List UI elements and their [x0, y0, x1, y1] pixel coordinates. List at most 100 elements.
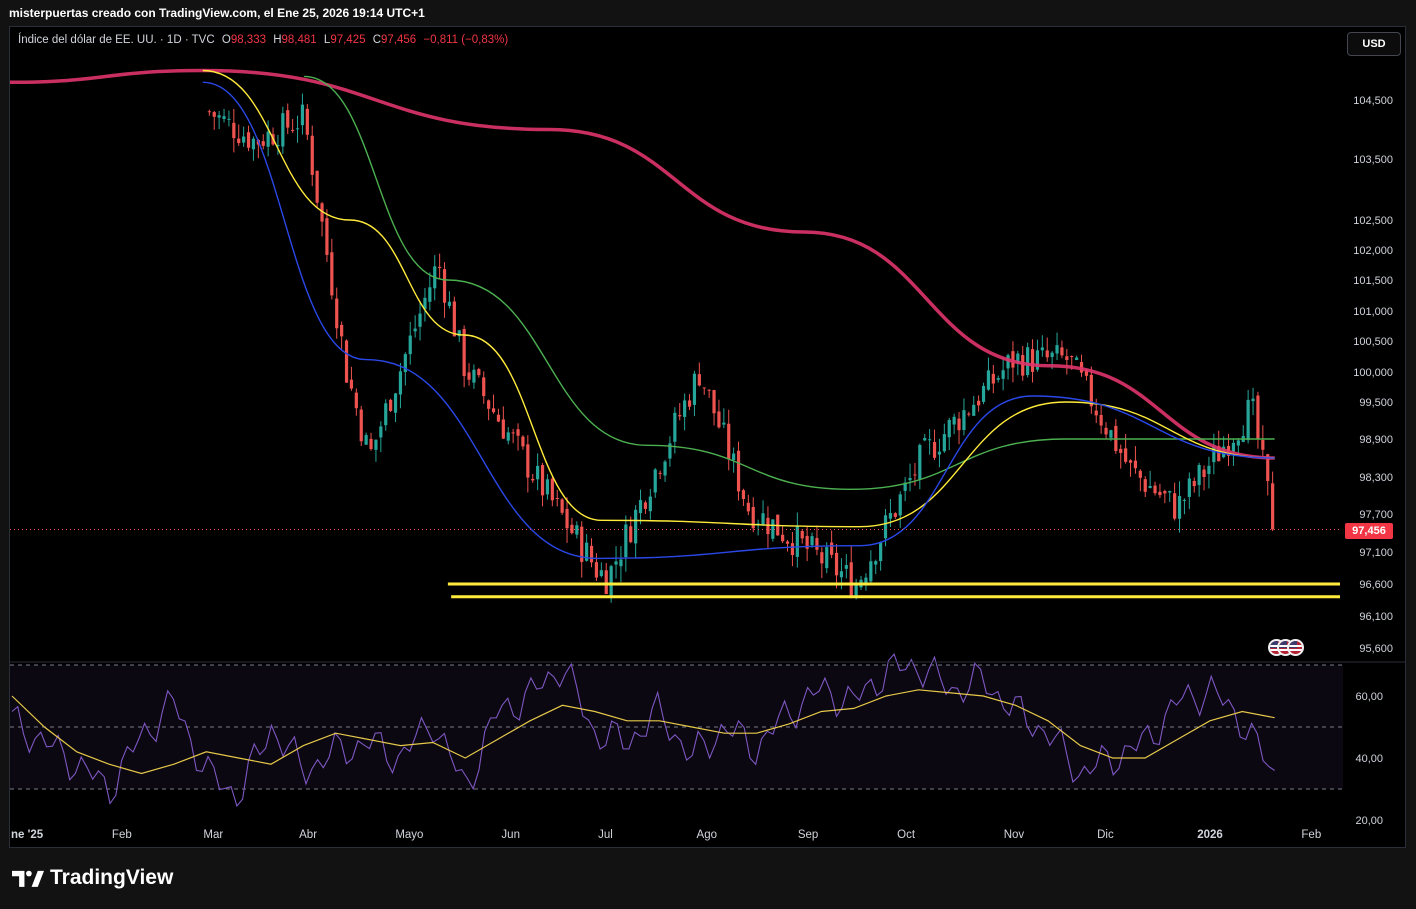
candle-body [246, 132, 251, 148]
candle-body [668, 443, 672, 459]
candle-body [408, 335, 412, 355]
time-tick-label: Mayo [395, 829, 423, 841]
candle-body [898, 494, 902, 516]
candle-body [281, 113, 285, 147]
candle-body [1109, 430, 1113, 438]
candle-body [643, 502, 648, 509]
candle-body [756, 523, 760, 525]
candle-body [1202, 469, 1206, 477]
rsi-tick-label: 40,00 [1355, 753, 1383, 765]
time-tick-label: Sep [798, 829, 818, 841]
tradingview-brand[interactable]: TradingView [12, 866, 173, 890]
low-label: L [323, 34, 331, 46]
candle-body [722, 422, 726, 425]
candle-body [962, 410, 966, 431]
candle-body [952, 416, 956, 425]
candle-body [1084, 370, 1089, 376]
candle-body [374, 439, 378, 450]
candle-body [908, 477, 912, 481]
price-tick-label: 101,500 [1353, 275, 1393, 287]
ema20-line [202, 69, 1275, 528]
candle-body [702, 387, 706, 389]
candle-body [888, 513, 893, 519]
candle-body [403, 354, 407, 373]
candle-body [957, 418, 961, 431]
close-value: 97,456 [381, 34, 417, 46]
candle-body [937, 451, 942, 455]
candle-body [359, 409, 363, 442]
candle-body [717, 411, 721, 428]
candle-body [1246, 399, 1250, 441]
candle-body [594, 562, 599, 578]
price-tick-label: 97,100 [1359, 547, 1393, 559]
time-tick-label: Oct [897, 829, 916, 841]
sma50-line [304, 75, 1275, 491]
candle-body [1011, 351, 1015, 368]
candle-body [207, 111, 211, 113]
candle-body [1153, 485, 1157, 494]
candle-body [638, 500, 643, 514]
candle-body [266, 131, 270, 147]
candle-body [712, 390, 716, 414]
symbol-label[interactable]: Índice del dólar de EE. UU. · 1D · TVC [18, 34, 215, 46]
price-tick-label: 101,000 [1353, 306, 1393, 318]
candle-body [854, 584, 858, 597]
candle-body [834, 552, 839, 576]
price-tick-label: 99,500 [1359, 397, 1393, 409]
candle-body [918, 444, 922, 480]
candle-body [521, 436, 525, 447]
candle-body [1016, 353, 1020, 364]
candle-body [413, 328, 417, 332]
candle-body [340, 324, 344, 337]
time-tick-label: Abr [299, 829, 317, 841]
price-pane [10, 68, 1340, 603]
candle-body [928, 439, 932, 441]
candle-body [545, 479, 550, 495]
candle-body [692, 373, 697, 405]
candle-body [1055, 345, 1059, 354]
candle-body [683, 400, 687, 417]
change-value: −0,811 (−0,83%) [423, 34, 509, 46]
candle-body [883, 515, 888, 539]
candle-body [428, 287, 432, 302]
candle-body [349, 379, 354, 389]
price-tick-label: 100,000 [1353, 367, 1393, 379]
candle-body [516, 429, 520, 436]
candle-body [893, 513, 897, 517]
time-tick-label: ne '25 [11, 829, 44, 841]
candle-body [501, 419, 505, 439]
candle-body [673, 412, 677, 442]
candle-body [276, 144, 280, 146]
candle-body [977, 400, 981, 406]
candle-body [286, 110, 290, 128]
candle-body [947, 419, 951, 438]
candle-body [1192, 480, 1196, 487]
candle-body [477, 369, 481, 376]
candle-body [330, 252, 334, 296]
currency-button[interactable]: USD [1347, 32, 1401, 56]
price-tick-label: 96,600 [1359, 579, 1393, 591]
candle-body [805, 535, 809, 549]
candle-body [781, 534, 785, 542]
candle-body [1050, 352, 1054, 357]
candle-body [217, 115, 221, 118]
candle-body [589, 545, 594, 563]
last-price-tag: 97,456 [1345, 523, 1393, 539]
candle-body [320, 203, 324, 222]
candle-body [1163, 491, 1167, 494]
candle-body [815, 538, 819, 550]
candle-body [560, 499, 564, 513]
us-flag-event-icon[interactable] [1287, 639, 1304, 656]
candle-body [810, 536, 814, 546]
candle-body [1177, 495, 1182, 519]
rsi-ma-line [11, 689, 1275, 775]
candle-body [511, 432, 515, 434]
candle-body [864, 577, 868, 583]
candle-body [261, 141, 265, 146]
candle-body [874, 561, 878, 565]
high-label: H [273, 34, 282, 46]
candle-body [981, 385, 986, 402]
candle-body [472, 369, 476, 383]
candle-body [697, 374, 701, 386]
